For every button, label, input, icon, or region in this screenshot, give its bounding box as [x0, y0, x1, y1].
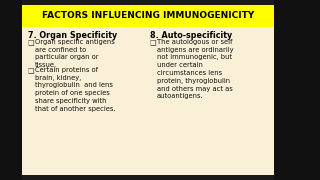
Bar: [274, 0, 320, 180]
Text: Organ specific antigens
are confined to
particular organ or
tissue.: Organ specific antigens are confined to …: [35, 39, 115, 68]
Text: FACTORS INFLUENCING IMMUNOGENICITY: FACTORS INFLUENCING IMMUNOGENICITY: [42, 12, 254, 21]
Text: Certain proteins of
brain, kidney,
thyroglobulin  and lens
protein of one specie: Certain proteins of brain, kidney, thyro…: [35, 67, 116, 112]
Text: 7. Organ Specificity: 7. Organ Specificity: [28, 31, 117, 40]
Bar: [22, 7, 274, 175]
Text: 8. Auto-specificity: 8. Auto-specificity: [150, 31, 232, 40]
Text: ❑: ❑: [150, 39, 156, 45]
Text: ❑: ❑: [28, 67, 35, 73]
Bar: [0, 0, 22, 180]
Bar: [22, 5, 274, 27]
Text: ❑: ❑: [28, 39, 35, 45]
Text: The autologous or self
antigens are ordinarily
not immunogenic, but
under certai: The autologous or self antigens are ordi…: [157, 39, 234, 99]
